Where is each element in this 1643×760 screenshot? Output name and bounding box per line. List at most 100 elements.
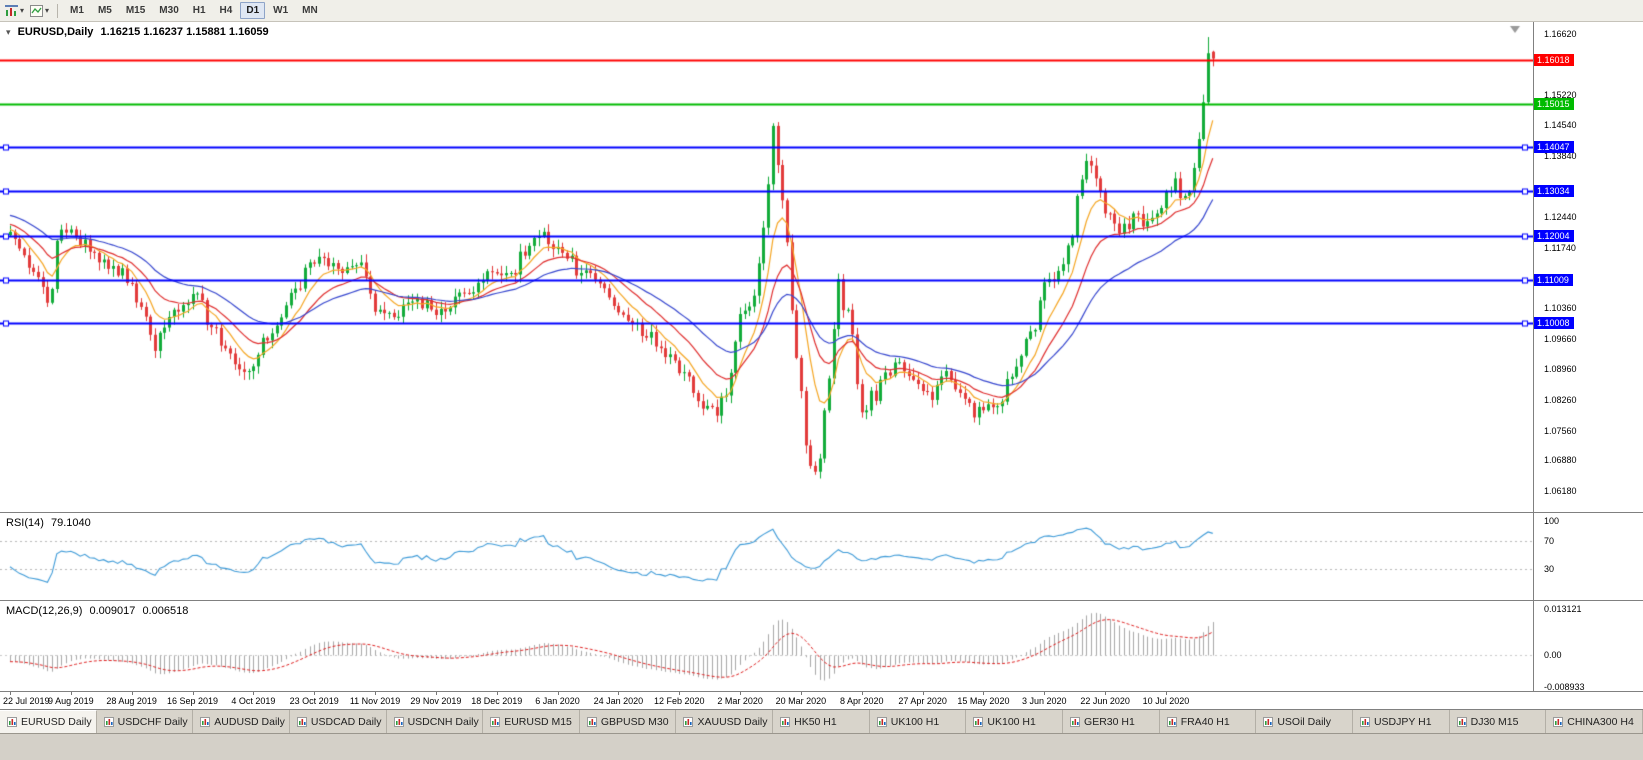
date-tick	[618, 692, 619, 695]
chart-tab-eurusd-daily-0[interactable]: EURUSD Daily	[0, 710, 97, 733]
price-chart-canvas[interactable]	[0, 22, 1533, 511]
macd-canvas[interactable]	[0, 601, 1533, 690]
chart-tab-ger30-h1-11[interactable]: GER30 H1	[1063, 710, 1160, 733]
rsi-axis[interactable]: 100 70 30	[1533, 513, 1643, 600]
hline-price-label: 1.13034	[1534, 184, 1574, 197]
price-axis-label: 1.06180	[1544, 485, 1577, 496]
chart-tab-dj30-m15-15[interactable]: DJ30 M15	[1449, 710, 1547, 733]
chart-tab-china300-h4-16[interactable]: CHINA300 H4	[1546, 710, 1643, 733]
date-tick	[132, 692, 133, 695]
mini-chart-icon	[586, 716, 597, 727]
symbol-period-label: EURUSD,Daily	[17, 26, 94, 38]
price-axis-label: 1.09660	[1544, 333, 1577, 344]
macd-title: MACD(12,26,9)	[6, 605, 83, 617]
chart-tab-label: USDCHF Daily	[117, 715, 188, 728]
chart-tab-label: GBPUSD M30	[600, 715, 669, 728]
date-tick	[71, 692, 72, 695]
timeframe-button-d1[interactable]: D1	[240, 2, 266, 19]
chart-tab-eurusd-m15-5[interactable]: EURUSD M15	[483, 710, 580, 733]
date-label: 12 Feb 2020	[653, 696, 705, 706]
chart-tab-label: UK100 H1	[890, 715, 940, 728]
date-tick	[1044, 692, 1045, 695]
mini-chart-icon	[780, 716, 791, 727]
timeframe-button-m1[interactable]: M1	[70, 5, 84, 16]
chart-tab-usdjpy-h1-14[interactable]: USDJPY H1	[1352, 710, 1450, 733]
hline-price-label: 1.12004	[1534, 230, 1574, 243]
collapse-arrow-icon[interactable]: ▾	[6, 27, 11, 37]
chevron-down-icon[interactable]: ▾	[20, 6, 25, 15]
date-tick	[10, 692, 11, 695]
date-label: 23 Oct 2019	[289, 696, 339, 706]
date-label: 15 May 2020	[957, 696, 1010, 706]
price-axis-label: 1.11740	[1544, 242, 1576, 253]
price-axis-label: 1.08960	[1544, 364, 1577, 375]
rsi-canvas[interactable]	[0, 513, 1533, 599]
chart-tab-usoil-daily-13[interactable]: USOil Daily	[1256, 710, 1353, 733]
mini-chart-icon	[1070, 716, 1081, 727]
status-bar	[0, 734, 1643, 760]
chart-tab-label: USDJPY H1	[1373, 715, 1432, 728]
chart-tab-fra40-h1-12[interactable]: FRA40 H1	[1159, 710, 1257, 733]
timeframe-button-w1[interactable]: W1	[273, 5, 289, 16]
date-tick	[497, 692, 498, 695]
chart-tab-usdchf-daily-1[interactable]: USDCHF Daily	[96, 710, 194, 733]
mini-chart-icon	[1456, 716, 1467, 727]
date-label: 20 Mar 2020	[775, 696, 827, 706]
chart-tab-hk50-h1-8[interactable]: HK50 H1	[773, 710, 870, 733]
price-axis-label: 1.08260	[1544, 394, 1577, 405]
price-axis[interactable]: 1.16620 1.15220 1.14540 1.13840 1.12440 1.117…	[1533, 22, 1643, 512]
chart-tab-uk100-h1-9[interactable]: UK100 H1	[869, 710, 967, 733]
date-label: 4 Oct 2019	[231, 696, 276, 706]
chart-tab-label: AUDUSD Daily	[214, 715, 285, 728]
chart-tab-usdcnh-daily-4[interactable]: USDCNH Daily	[386, 710, 484, 733]
mini-chart-icon	[490, 716, 501, 727]
chart-window-icon[interactable]	[2, 2, 20, 20]
chart-tab-label: UK100 H1	[987, 715, 1036, 728]
chart-tab-label: FRA40 H1	[1180, 715, 1230, 728]
rsi-pane: RSI(14) 79.1040 100 70 30	[0, 513, 1643, 601]
chart-tab-label: XAUUSD Daily	[697, 715, 768, 728]
timeframe-button-h1[interactable]: H1	[192, 5, 206, 16]
chevron-down-icon[interactable]: ▾	[45, 6, 50, 15]
chart-tab-usdcad-daily-3[interactable]: USDCAD Daily	[289, 710, 387, 733]
macd-pane: MACD(12,26,9) 0.009017 0.006518 0.013121…	[0, 601, 1643, 692]
price-axis-label: 1.15220	[1544, 90, 1577, 101]
mini-chart-icon	[1359, 716, 1370, 727]
chart-tab-label: CHINA300 H4	[1567, 715, 1634, 728]
date-label: 18 Dec 2019	[471, 696, 523, 706]
date-label: 6 Jan 2020	[535, 696, 580, 706]
date-label: 28 Aug 2019	[106, 696, 157, 706]
date-tick	[740, 692, 741, 695]
mini-chart-icon	[683, 716, 694, 727]
date-tick	[558, 692, 559, 695]
chart-profile-icon[interactable]	[27, 2, 45, 20]
timeframe-button-h4[interactable]: H4	[219, 5, 233, 16]
rsi-header: RSI(14) 79.1040	[6, 517, 95, 529]
date-tick	[1166, 692, 1167, 695]
chart-tab-gbpusd-m30-6[interactable]: GBPUSD M30	[579, 710, 677, 733]
rsi-axis-label: 70	[1544, 536, 1555, 547]
mini-chart-icon	[876, 716, 887, 727]
timeframe-button-m30[interactable]: M30	[159, 5, 179, 16]
date-label: 9 Aug 2019	[48, 696, 94, 706]
date-tick	[314, 692, 315, 695]
timeframe-button-m15[interactable]: M15	[125, 5, 146, 16]
timeframe-buttons: M1 M5 M15 M30 H1 H4 D1 W1 MN	[63, 2, 325, 19]
date-tick	[436, 692, 437, 695]
main-chart-pane: ▾ EURUSD,Daily 1.16215 1.16237 1.15881 1…	[0, 22, 1643, 513]
timeframe-button-m5[interactable]: M5	[97, 5, 112, 16]
hline-price-label: 1.16018	[1534, 54, 1574, 67]
time-axis[interactable]: 22 Jul 2019 9 Aug 2019 28 Aug 2019 16 Sep 2…	[0, 692, 1643, 710]
mini-chart-icon	[296, 716, 307, 727]
chart-tab-uk100-h1-10[interactable]: UK100 H1	[966, 710, 1064, 733]
chart-tab-audusd-daily-2[interactable]: AUDUSD Daily	[193, 710, 290, 733]
mini-chart-icon	[200, 716, 211, 727]
mini-chart-icon	[393, 716, 404, 727]
mini-chart-icon	[103, 716, 114, 727]
macd-axis-label: 0.00	[1544, 650, 1562, 661]
timeframe-button-mn[interactable]: MN	[302, 5, 318, 16]
chart-tab-label: USOil Daily	[1277, 715, 1332, 728]
price-axis-label: 1.13840	[1544, 150, 1577, 161]
macd-axis[interactable]: 0.013121 0.00 -0.008933	[1533, 601, 1643, 692]
chart-tab-xauusd-daily-7[interactable]: XAUUSD Daily	[676, 710, 774, 733]
